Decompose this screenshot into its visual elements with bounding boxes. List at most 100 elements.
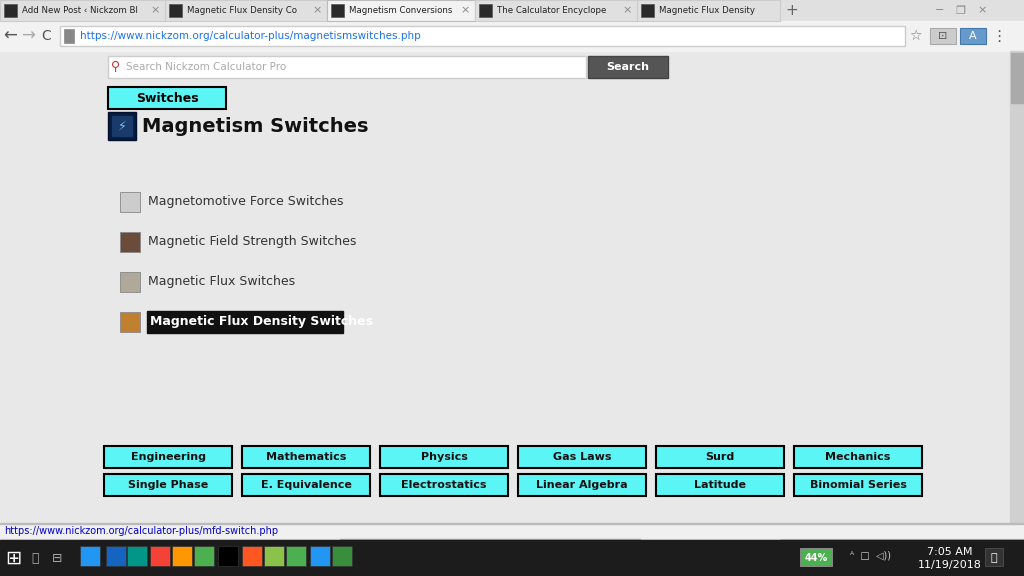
Text: ⋮: ⋮ <box>991 28 1007 44</box>
Bar <box>120 232 140 252</box>
Bar <box>0 21 1024 51</box>
Text: Switches: Switches <box>136 92 199 104</box>
Bar <box>1011 53 1023 103</box>
Bar <box>104 474 232 496</box>
Text: Single Phase: Single Phase <box>128 480 208 490</box>
Bar <box>794 474 922 496</box>
Bar <box>641 4 654 17</box>
Bar <box>0 51 1010 531</box>
Bar <box>0 540 1024 576</box>
Bar <box>120 312 140 332</box>
Bar <box>106 546 126 566</box>
Bar <box>780 540 1024 576</box>
Bar <box>0 0 165 21</box>
Bar <box>172 546 193 566</box>
Bar <box>165 0 327 21</box>
Bar <box>112 116 132 136</box>
Bar <box>332 546 352 566</box>
Bar <box>310 546 330 566</box>
Text: Binomial Series: Binomial Series <box>810 480 906 490</box>
Text: https://www.nickzom.org/calculator-plus/mfd-switch.php: https://www.nickzom.org/calculator-plus/… <box>4 526 279 536</box>
Text: −: − <box>935 6 945 16</box>
Bar <box>0 0 1024 21</box>
Bar <box>264 546 284 566</box>
Bar <box>127 546 147 566</box>
Text: 11/19/2018: 11/19/2018 <box>919 560 982 570</box>
Text: ⊟: ⊟ <box>52 551 62 564</box>
Bar <box>147 311 343 333</box>
Bar <box>380 474 508 496</box>
Bar <box>380 446 508 468</box>
Bar <box>63 29 74 43</box>
Bar <box>475 0 637 21</box>
Text: ☆: ☆ <box>908 29 922 43</box>
Bar <box>169 4 182 17</box>
Text: Linear Algebra: Linear Algebra <box>537 480 628 490</box>
Text: ⊞: ⊞ <box>5 548 22 567</box>
Bar <box>194 546 214 566</box>
Bar <box>104 446 232 468</box>
Text: Magnetic Flux Density Co: Magnetic Flux Density Co <box>187 6 297 15</box>
Bar <box>4 4 17 17</box>
Text: 🔍: 🔍 <box>32 551 39 564</box>
Bar <box>985 548 1002 566</box>
Text: ×: × <box>151 6 160 16</box>
Bar <box>331 4 344 17</box>
Text: 7:05 AM: 7:05 AM <box>928 547 973 557</box>
Text: Magnetomotive Force Switches: Magnetomotive Force Switches <box>148 195 343 209</box>
Bar <box>800 548 831 566</box>
Text: 44%: 44% <box>805 553 827 563</box>
Bar <box>0 539 1024 542</box>
Bar <box>242 474 370 496</box>
Text: Surd: Surd <box>706 452 734 462</box>
Text: Magnetic Field Strength Switches: Magnetic Field Strength Switches <box>148 236 356 248</box>
Text: ⊡: ⊡ <box>938 31 947 41</box>
Bar <box>0 524 1024 539</box>
Text: 🗨: 🗨 <box>990 553 997 563</box>
Text: Electrostatics: Electrostatics <box>401 480 486 490</box>
Bar <box>242 446 370 468</box>
Text: Mechanics: Mechanics <box>825 452 891 462</box>
Bar <box>218 546 238 566</box>
Text: Magnetic Flux Density: Magnetic Flux Density <box>659 6 755 15</box>
Text: Add New Post ‹ Nickzom Bl: Add New Post ‹ Nickzom Bl <box>22 6 138 15</box>
Bar <box>656 474 784 496</box>
Text: Magnetism Conversions: Magnetism Conversions <box>349 6 453 15</box>
Bar <box>588 56 668 78</box>
Text: Magnetic Flux Switches: Magnetic Flux Switches <box>148 275 295 289</box>
Text: ×: × <box>977 6 987 16</box>
Text: ×: × <box>623 6 632 16</box>
Text: E. Equivalence: E. Equivalence <box>260 480 351 490</box>
Bar <box>930 28 956 44</box>
Text: ×: × <box>461 6 470 16</box>
Text: Mathematics: Mathematics <box>266 452 346 462</box>
Bar <box>518 446 646 468</box>
Text: ⚲: ⚲ <box>112 60 121 74</box>
Bar <box>656 446 784 468</box>
Bar <box>80 546 100 566</box>
Text: Search Nickzom Calculator Pro: Search Nickzom Calculator Pro <box>126 62 287 72</box>
Text: Physics: Physics <box>421 452 467 462</box>
Bar <box>120 192 140 212</box>
Text: https://www.nickzom.org/calculator-plus/magnetismswitches.php: https://www.nickzom.org/calculator-plus/… <box>80 31 421 41</box>
Bar <box>794 446 922 468</box>
Bar <box>286 546 306 566</box>
Text: ⚡: ⚡ <box>118 119 126 132</box>
Bar <box>150 546 170 566</box>
Bar <box>0 523 1024 524</box>
Bar <box>108 87 226 109</box>
Bar <box>60 26 905 46</box>
Text: Latitude: Latitude <box>694 480 746 490</box>
Text: The Calculator Encyclope: The Calculator Encyclope <box>497 6 606 15</box>
Text: A: A <box>969 31 977 41</box>
Bar <box>1010 51 1024 531</box>
Text: C: C <box>41 29 51 43</box>
Text: ←: ← <box>3 27 17 45</box>
Text: ❐: ❐ <box>955 6 965 16</box>
Text: ×: × <box>312 6 322 16</box>
Text: +: + <box>785 3 799 18</box>
Bar <box>961 28 986 44</box>
Bar <box>637 0 780 21</box>
Text: ᴬ  □  ◁)): ᴬ □ ◁)) <box>850 551 891 561</box>
Bar <box>108 112 136 140</box>
